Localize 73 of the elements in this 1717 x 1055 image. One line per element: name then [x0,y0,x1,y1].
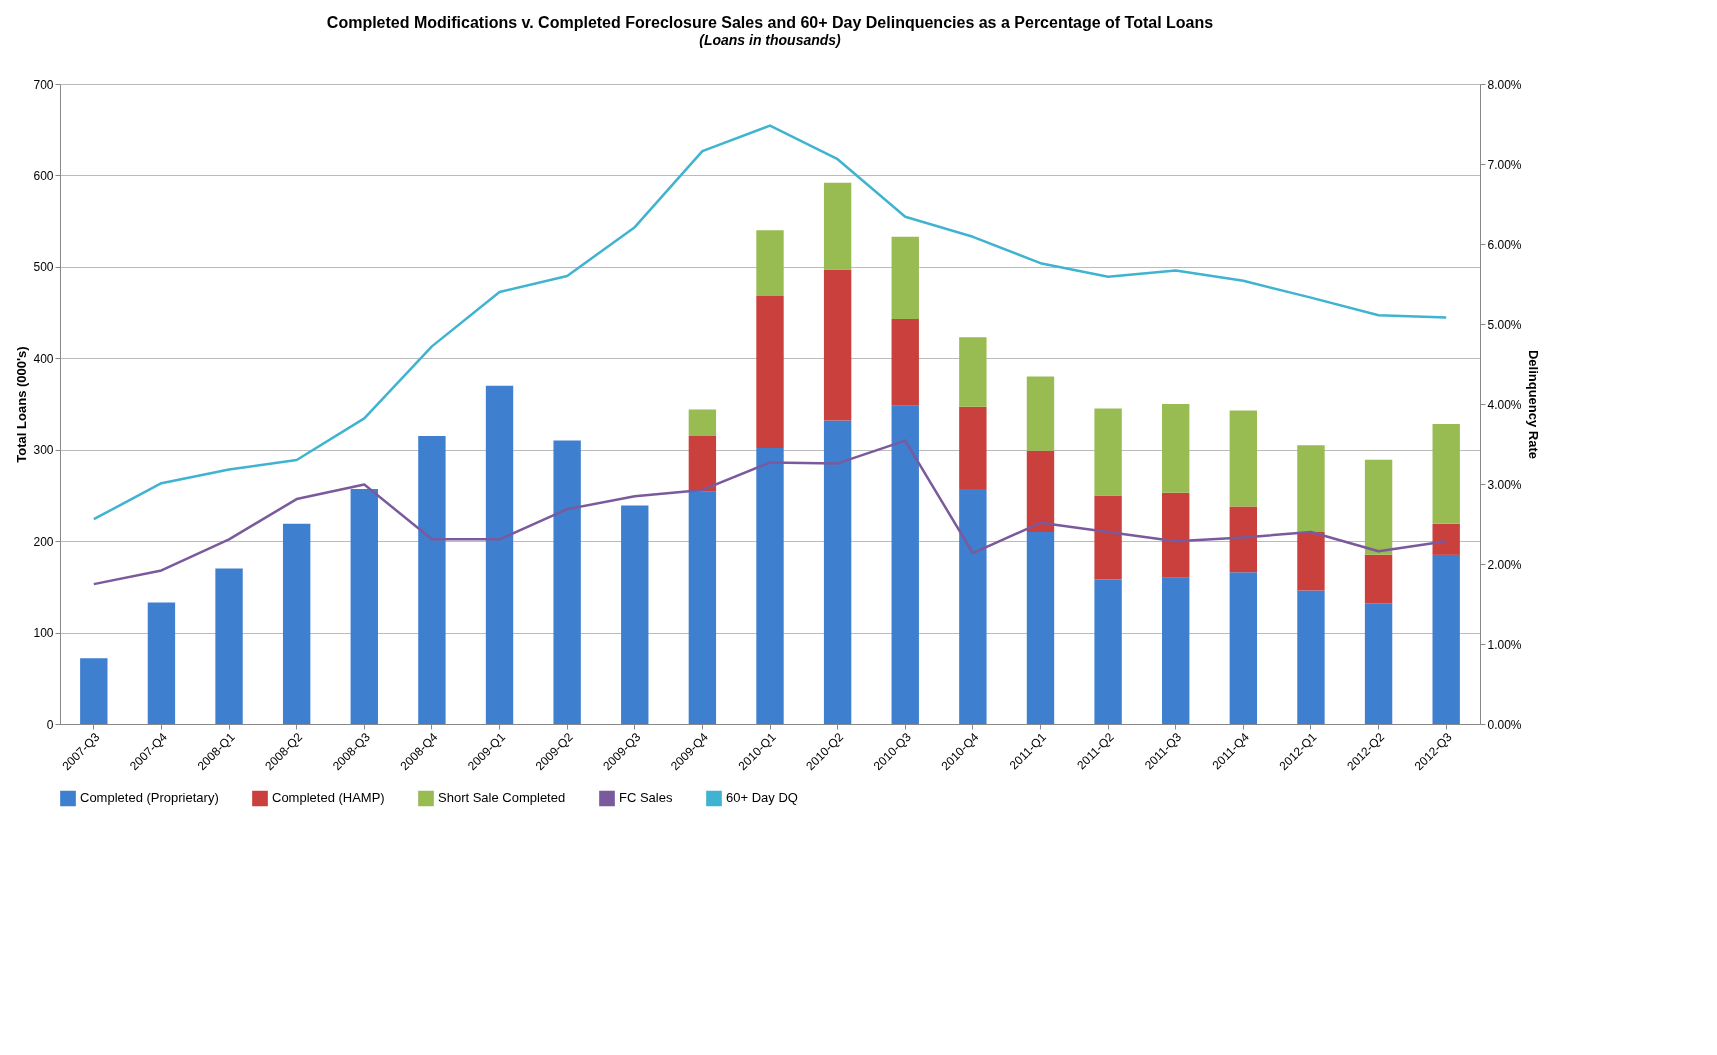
y2-tick-label: 7.00% [1487,157,1522,172]
y-tick-label: 700 [33,77,54,92]
y2-tick-label: 8.00% [1487,77,1522,92]
bar [823,182,852,270]
bar [553,440,581,724]
y-tick-label: 300 [33,443,54,458]
bar [1364,603,1393,724]
bar [1026,376,1055,451]
bar [1094,408,1122,496]
bar [215,568,243,724]
bar [147,602,176,724]
line-series [92,439,1448,586]
legend-label: Short Sale Completed [438,790,566,806]
bar [688,491,717,724]
bar [418,436,446,724]
line-series [92,124,1448,521]
bar [891,318,919,406]
y2-tick-label: 2.00% [1487,557,1522,572]
bar [1094,579,1122,724]
bar [959,337,987,407]
y-axis-title: Total Loans (000's) [14,346,30,463]
bar [756,230,784,297]
bar [80,658,108,724]
bar [485,385,514,724]
y2-tick-label: 5.00% [1487,317,1522,332]
bar [350,489,378,724]
chart-subtitle: (Loans in thousands) [699,32,842,48]
bar [688,436,717,492]
bar [1297,590,1325,724]
y-tick-label: 600 [33,168,54,183]
y-tick-label: 200 [33,534,54,549]
bar [1432,523,1460,555]
bar [282,523,311,724]
y2-tick-label: 0.00% [1487,717,1522,732]
bar [756,447,784,724]
legend-label: 60+ Day DQ [726,790,798,806]
legend-label: Completed (Proprietary) [80,790,219,806]
bar [1364,554,1393,604]
y2-tick-label: 6.00% [1487,237,1522,252]
bar [1094,495,1122,580]
bar [823,420,852,724]
y2-axis-title: Delinquency Rate [1525,349,1541,460]
y2-tick-label: 3.00% [1487,477,1522,492]
y-tick-label: 100 [33,626,54,641]
bar [756,296,784,448]
y2-tick-label: 1.00% [1487,637,1522,652]
y-tick-label: 500 [33,260,54,275]
legend-label: FC Sales [619,790,673,806]
bar [891,405,919,724]
bar [1297,445,1325,532]
bar [1229,506,1258,573]
bar [1432,554,1460,724]
bar [1162,492,1190,578]
y-tick-label: 0 [46,717,54,732]
bar [1026,450,1055,532]
bar [959,406,987,490]
y-tick-label: 400 [33,351,54,366]
bar [1162,577,1190,724]
bar [688,409,717,436]
bar [1364,459,1393,555]
bar [1162,404,1190,493]
bar [621,505,649,724]
bar [1229,410,1258,507]
bar [1297,532,1325,591]
bar [823,269,852,421]
legend-label: Completed (HAMP) [272,790,385,806]
bar [1229,572,1258,724]
y2-tick-label: 4.00% [1487,397,1522,412]
bar [1432,424,1460,524]
bar [1026,532,1055,724]
bar [891,236,919,319]
chart-title: Completed Modifications v. Completed Foreclosure Sales and 60+ Day Delinquencies as a Percentage of Total Loans [326,14,1214,31]
bar [959,489,987,724]
